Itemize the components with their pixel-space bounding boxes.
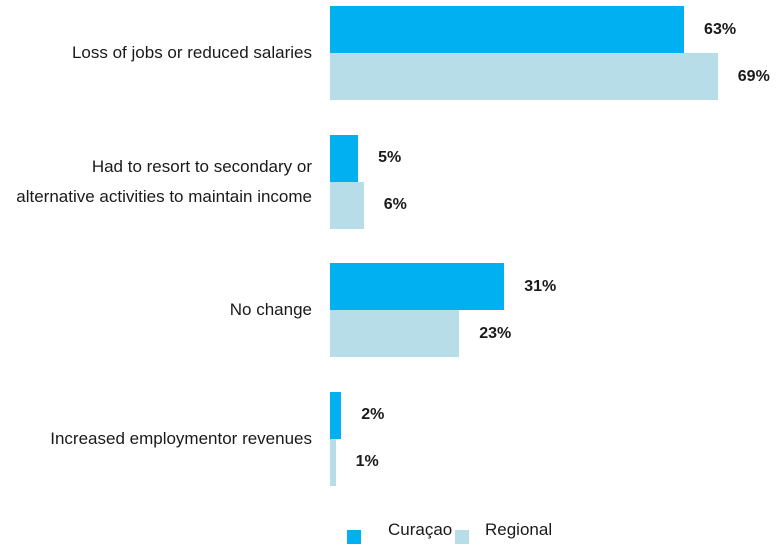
value-label: 23% xyxy=(479,324,512,342)
category-text: Loss of jobs or reduced salaries xyxy=(71,43,312,62)
category-text: Had to resort to secondary or alternativ… xyxy=(16,156,312,206)
value-label: 69% xyxy=(737,67,770,85)
value-label: 1% xyxy=(355,453,379,470)
category-label: Loss of jobs or reduced salaries xyxy=(10,6,312,100)
category-label: Increased employmentor revenues xyxy=(10,392,312,486)
legend-label: Regional xyxy=(485,520,553,539)
bar xyxy=(330,6,685,53)
category-text: No change xyxy=(229,300,312,319)
value-label: 2% xyxy=(361,406,385,423)
bar xyxy=(330,53,718,100)
bar xyxy=(330,181,364,229)
bar xyxy=(330,438,336,486)
category-label: No change xyxy=(10,263,312,357)
value-label: 5% xyxy=(378,149,402,166)
value-label: 31% xyxy=(524,277,557,295)
value-label: 63% xyxy=(704,20,737,38)
value-label: 6% xyxy=(383,196,407,213)
legend-swatch xyxy=(455,530,469,544)
bar xyxy=(330,310,460,357)
bar xyxy=(330,263,505,310)
category-label: Had to resort to secondary or alternativ… xyxy=(10,135,312,229)
bar xyxy=(330,134,359,182)
legend-swatch xyxy=(347,530,361,544)
legend-label: Curaçao xyxy=(388,520,453,539)
bar xyxy=(330,391,342,439)
category-text: Increased employmentor revenues xyxy=(50,428,312,448)
